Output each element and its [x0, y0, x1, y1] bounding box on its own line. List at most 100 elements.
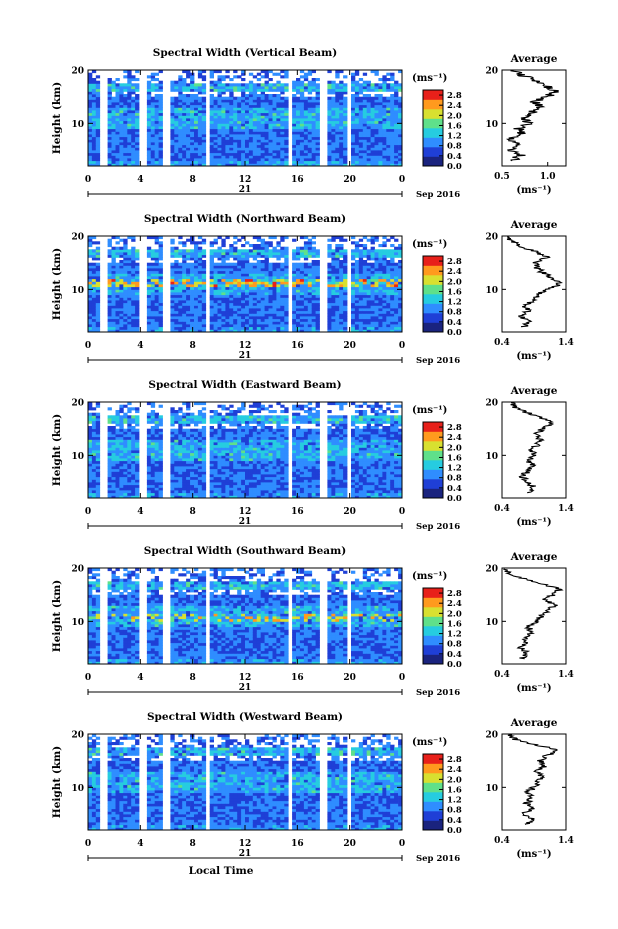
heatmap-cell — [343, 313, 348, 317]
heatmap-cell — [276, 292, 281, 296]
heatmap-cell — [362, 131, 368, 135]
heatmap-cell — [127, 83, 132, 87]
heatmap-cell — [95, 276, 101, 280]
heatmap-cell — [268, 329, 273, 333]
heatmap-cell — [307, 91, 313, 95]
heatmap-cell — [186, 276, 191, 280]
heatmap-cell — [351, 286, 356, 290]
heatmap-cell — [390, 278, 395, 282]
heatmap-cell — [245, 83, 250, 87]
heatmap-cell — [131, 447, 136, 451]
heatmap-cell — [154, 270, 159, 274]
heatmap-cell — [131, 155, 136, 159]
heatmap-cell — [370, 246, 375, 250]
heatmap-cell — [182, 262, 187, 266]
heatmap-cell — [127, 86, 132, 90]
heatmap-cell — [366, 318, 371, 322]
heatmap-cell — [115, 273, 120, 277]
heatmap-cell — [358, 294, 364, 298]
heatmap-cell — [209, 260, 214, 264]
heatmap-cell — [115, 452, 120, 456]
heatmap-cell — [150, 112, 156, 116]
heatmap-cell — [95, 142, 101, 146]
heatmap-cell — [374, 96, 379, 100]
heatmap-cell — [303, 88, 309, 92]
heatmap-cell — [307, 112, 313, 116]
heatmap-cell — [107, 308, 112, 312]
heatmap-cell — [95, 466, 101, 470]
heatmap-cell — [213, 241, 218, 245]
heatmap-cell — [331, 96, 336, 100]
heatmap-cell — [394, 286, 399, 290]
heatmap-cell — [95, 128, 101, 132]
heatmap-cell — [292, 308, 297, 312]
heatmap-cell — [335, 102, 340, 106]
heatmap-cell — [362, 273, 368, 277]
heatmap-cell — [178, 297, 183, 301]
heatmap-cell — [221, 88, 226, 92]
heatmap-cell — [264, 246, 269, 250]
heatmap-cell — [307, 316, 313, 320]
heatmap-cell — [354, 144, 360, 148]
heatmap-cell — [123, 273, 128, 277]
heatmap-cell — [107, 471, 112, 475]
heatmap-cell — [248, 324, 254, 328]
heatmap-cell — [111, 155, 116, 159]
heatmap-cell — [182, 163, 187, 167]
heatmap-cell — [174, 289, 179, 293]
heatmap-cell — [194, 294, 199, 298]
heatmap-cell — [221, 318, 226, 322]
heatmap-cell — [378, 120, 383, 124]
heatmap-cell — [339, 238, 344, 242]
heatmap-cell — [311, 321, 316, 325]
heatmap-cell — [186, 254, 191, 258]
colorbar-swatch — [423, 275, 443, 285]
heatmap-cell — [107, 139, 112, 143]
heatmap-cell — [378, 78, 383, 82]
heatmap-cell — [256, 289, 262, 293]
heatmap-cell — [95, 83, 101, 87]
heatmap-cell — [229, 308, 234, 312]
heatmap-cell — [280, 99, 285, 103]
heatmap-cell — [264, 115, 269, 119]
panel-title: Spectral Width (Northward Beam) — [144, 213, 346, 225]
heatmap-cell — [107, 123, 112, 127]
heatmap-cell — [135, 420, 140, 424]
heatmap-cell — [107, 276, 112, 280]
heatmap-cell — [182, 126, 187, 130]
heatmap-cell — [351, 262, 356, 266]
heatmap-cell — [174, 321, 179, 325]
heatmap-cell — [382, 102, 387, 106]
heatmap-cell — [248, 326, 254, 330]
heatmap-cell — [264, 268, 269, 272]
heatmap-cell — [362, 254, 368, 258]
heatmap-cell — [335, 305, 340, 309]
heatmap-cell — [131, 142, 136, 146]
heatmap-cell — [91, 468, 97, 472]
heatmap-cell — [374, 107, 379, 111]
heatmap-cell — [331, 83, 336, 87]
heatmap-cell — [127, 262, 132, 266]
heatmap-cell — [123, 487, 128, 491]
heatmap-cell — [358, 313, 364, 317]
heatmap-cell — [158, 246, 163, 250]
heatmap-cell — [127, 318, 132, 322]
heatmap-cell — [186, 249, 191, 253]
heatmap-cell — [315, 260, 320, 264]
heatmap-cell — [213, 294, 218, 298]
heatmap-cell — [229, 104, 234, 108]
heatmap-cell — [335, 144, 340, 148]
heatmap-cell — [351, 142, 356, 146]
heatmap-cell — [378, 160, 383, 164]
heatmap-cell — [213, 126, 218, 130]
heatmap-cell — [362, 326, 368, 330]
heatmap-cell — [351, 265, 356, 269]
heatmap-cell — [194, 102, 199, 106]
heatmap-cell — [111, 442, 116, 446]
heatmap-cell — [382, 286, 387, 290]
heatmap-cell — [201, 142, 207, 146]
heatmap-cell — [107, 326, 112, 330]
heatmap-cell — [268, 302, 273, 306]
heatmap-cell — [256, 249, 262, 253]
heatmap-cell — [217, 134, 222, 138]
